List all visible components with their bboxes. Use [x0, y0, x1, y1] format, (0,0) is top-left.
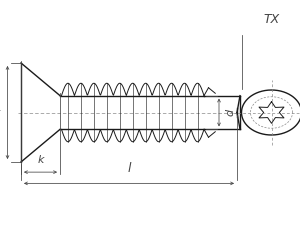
Text: dk: dk — [0, 108, 2, 117]
Text: l: l — [127, 162, 131, 176]
Text: d: d — [225, 109, 235, 116]
Text: TX: TX — [263, 13, 280, 26]
Text: k: k — [37, 155, 44, 165]
